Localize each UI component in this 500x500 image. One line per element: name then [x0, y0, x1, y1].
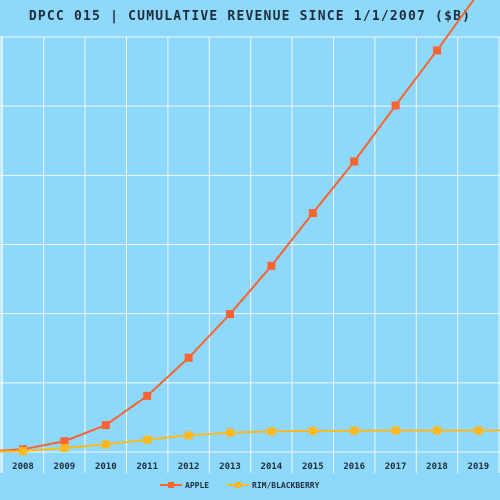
data-point[interactable] — [308, 209, 317, 218]
data-point[interactable] — [308, 426, 317, 435]
x-tick-label: 2018 — [426, 462, 448, 472]
data-point[interactable] — [433, 46, 441, 55]
x-tick-label: 2010 — [95, 462, 117, 472]
data-point[interactable] — [19, 447, 27, 456]
data-point[interactable] — [101, 440, 110, 449]
data-point[interactable] — [350, 426, 359, 435]
data-point[interactable] — [267, 261, 276, 270]
data-point[interactable] — [184, 431, 193, 440]
legend-swatch-marker — [235, 482, 241, 488]
legend-label: APPLE — [185, 481, 209, 490]
series-line-0 — [0, 0, 475, 452]
x-tick-label: 2009 — [54, 462, 76, 472]
data-point[interactable] — [350, 157, 359, 166]
x-tick-label: 2012 — [178, 462, 200, 472]
x-tick-label: 2017 — [385, 462, 407, 472]
data-point[interactable] — [474, 426, 483, 435]
data-point[interactable] — [143, 435, 152, 444]
data-point[interactable] — [226, 310, 234, 319]
x-tick-label: 2008 — [12, 462, 34, 472]
data-point[interactable] — [60, 443, 69, 452]
data-point[interactable] — [184, 353, 193, 362]
data-point[interactable] — [391, 101, 400, 110]
data-point[interactable] — [101, 421, 110, 430]
x-tick-label: 2014 — [261, 462, 283, 472]
series-line-1 — [0, 429, 500, 453]
legend-swatch-marker — [168, 482, 174, 488]
x-tick-label: 2015 — [302, 462, 324, 472]
data-point[interactable] — [267, 427, 276, 436]
data-point[interactable] — [226, 428, 234, 437]
data-point[interactable] — [60, 437, 69, 446]
x-tick-label: 2011 — [136, 462, 158, 472]
x-tick-label: 2016 — [343, 462, 365, 472]
chart-title: DPCC 015 | CUMULATIVE REVENUE SINCE 1/1/… — [28, 9, 472, 24]
x-tick-label: 2013 — [219, 462, 241, 472]
data-point[interactable] — [143, 391, 152, 400]
x-tick-label: 2019 — [468, 462, 490, 472]
data-point[interactable] — [391, 426, 400, 435]
data-point[interactable] — [433, 426, 441, 435]
legend-label: RIM/BLACKBERRY — [252, 481, 320, 490]
